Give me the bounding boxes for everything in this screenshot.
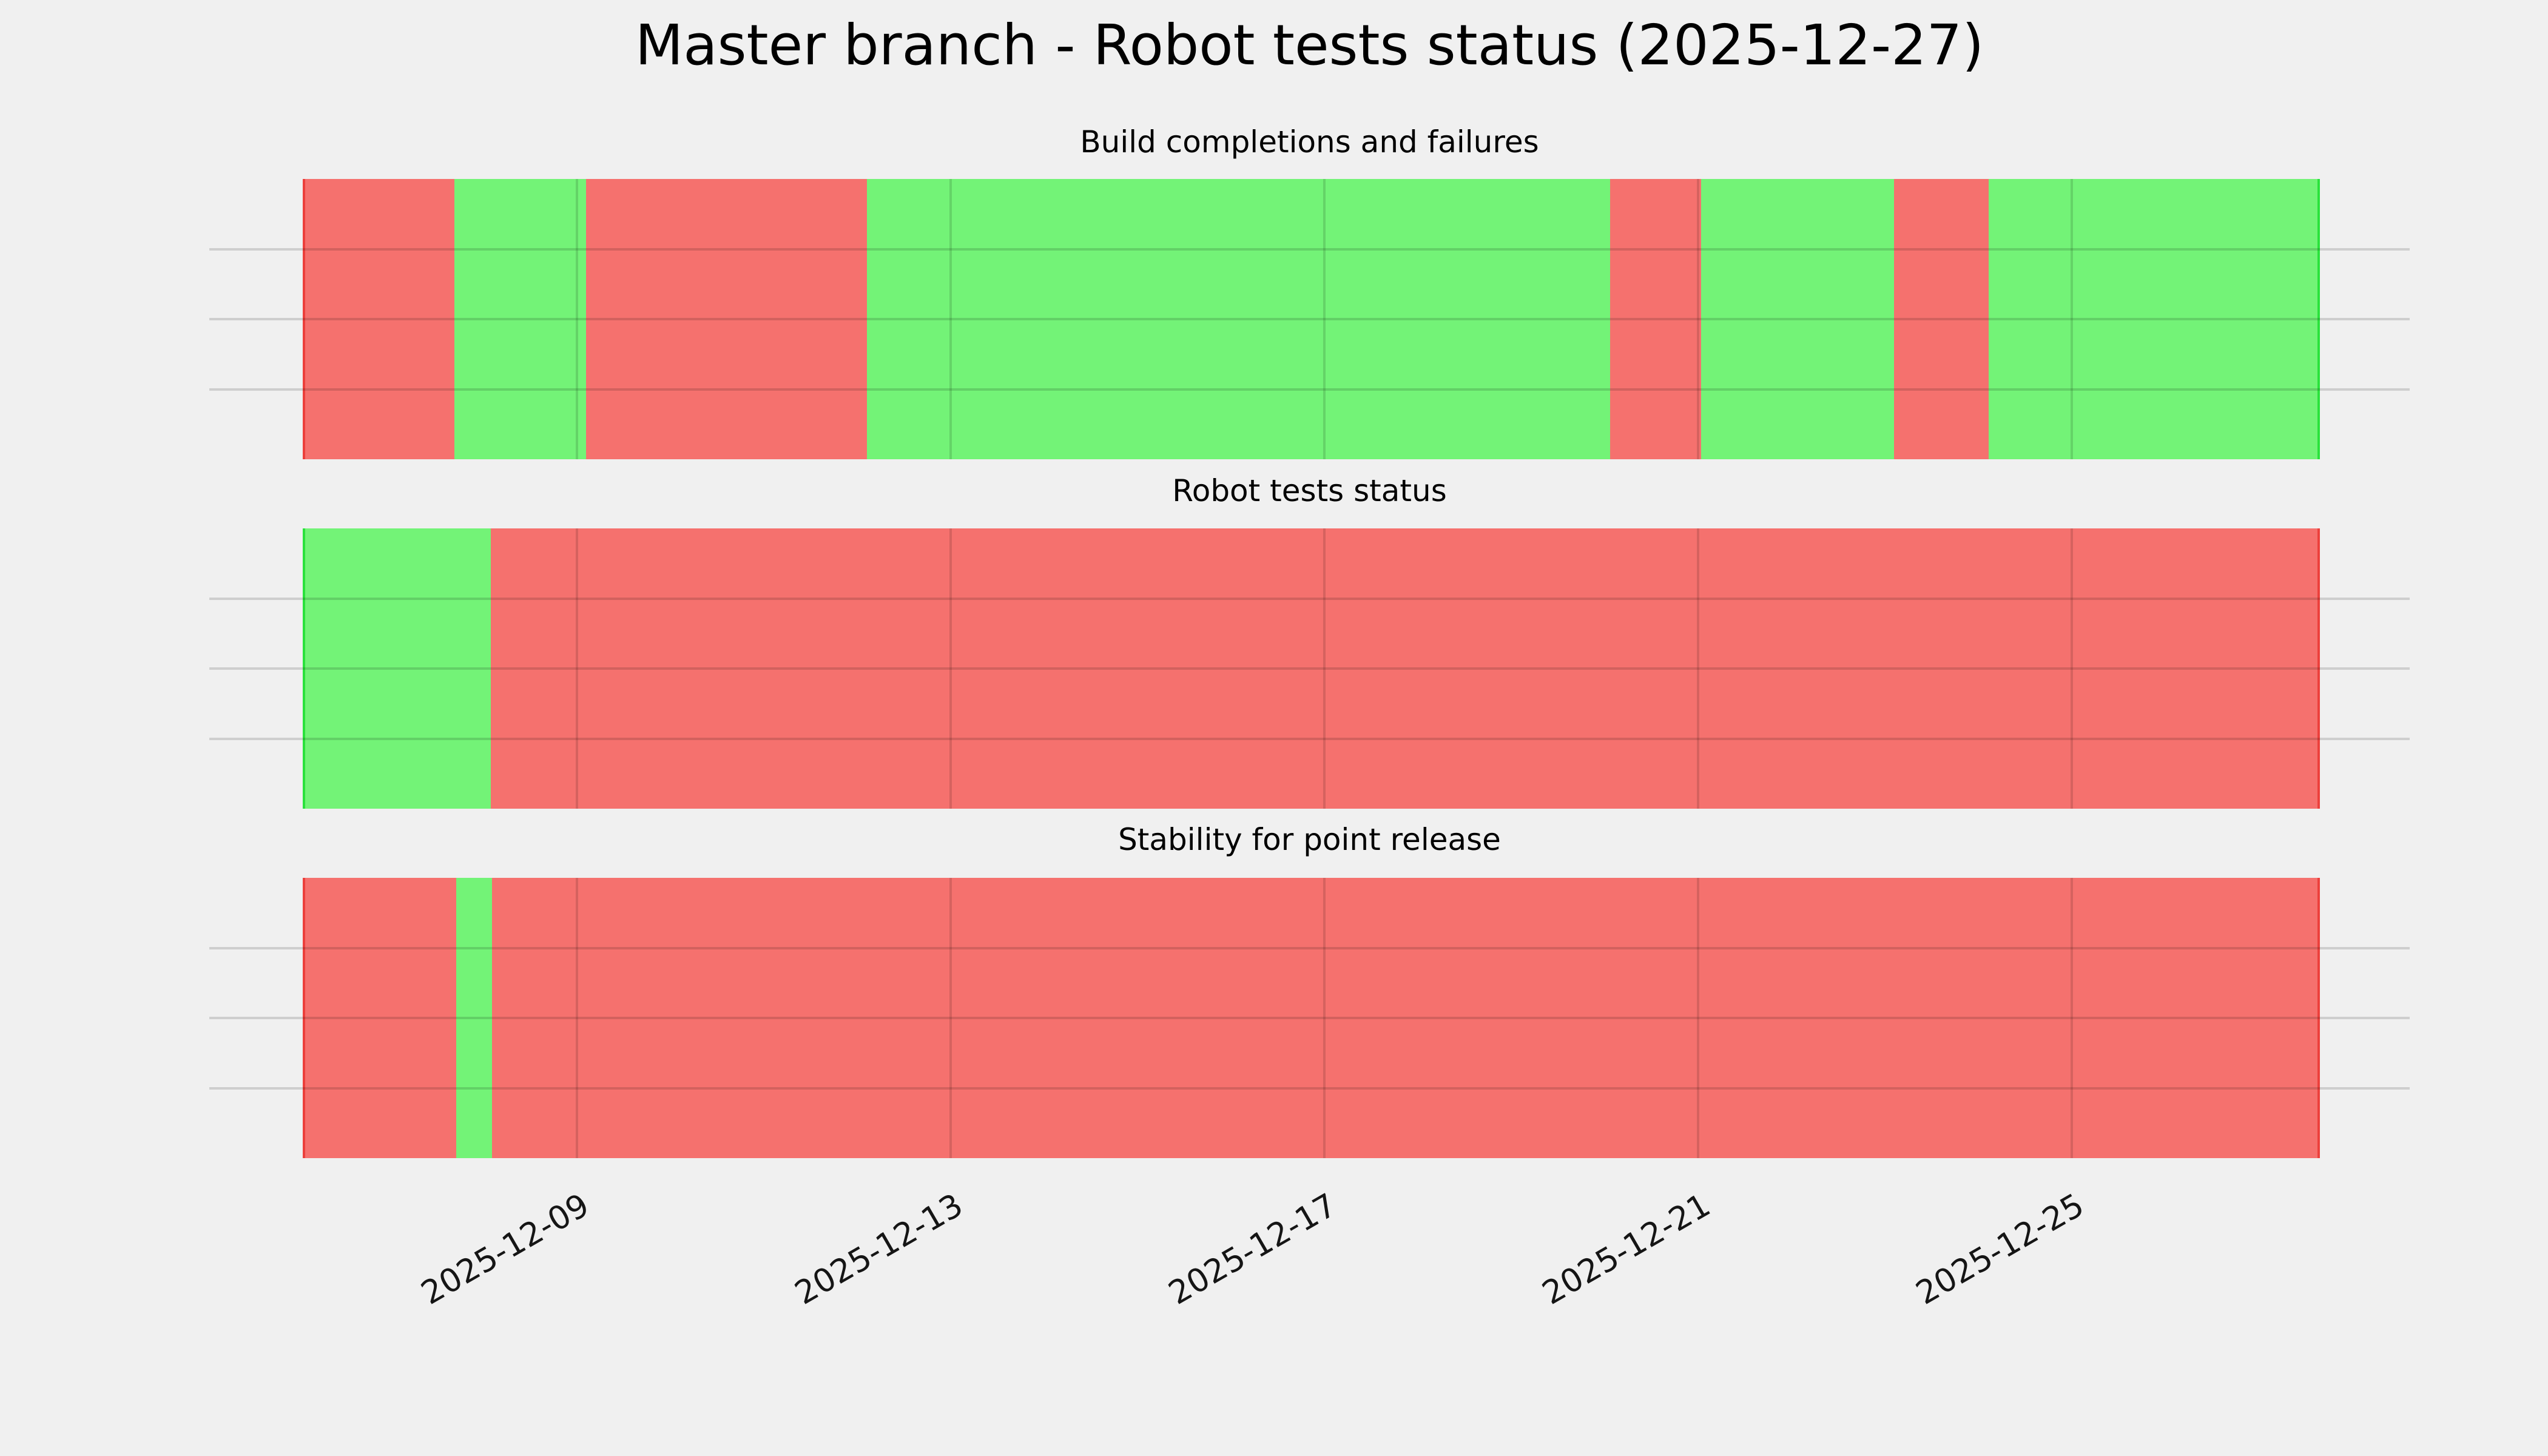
status-segment-success — [454, 179, 586, 459]
status-segment-success — [1989, 179, 2319, 459]
horizontal-gridline — [209, 946, 2410, 949]
vertical-gridline — [1323, 179, 1326, 459]
horizontal-gridline — [209, 1017, 2410, 1019]
vertical-gridline — [2070, 528, 2073, 809]
vertical-gridline — [1323, 528, 1326, 809]
status-segment-failure — [303, 179, 454, 459]
left-edge-line — [303, 528, 306, 809]
figure-title: Master branch - Robot tests status (2025… — [635, 13, 1984, 78]
vertical-gridline — [1696, 528, 1699, 809]
subplot-title: Build completions and failures — [1080, 124, 1539, 160]
horizontal-gridline — [209, 318, 2410, 320]
left-edge-line — [303, 179, 306, 459]
x-tick-label: 2025-12-17 — [1162, 1187, 1343, 1312]
vertical-gridline — [1323, 878, 1326, 1158]
vertical-gridline — [575, 878, 578, 1158]
status-bar-block — [303, 528, 2320, 809]
vertical-gridline — [949, 179, 952, 459]
vertical-gridline — [949, 878, 952, 1158]
subplot-title: Stability for point release — [1118, 822, 1501, 857]
subplot-title: Robot tests status — [1172, 473, 1447, 508]
vertical-gridline — [575, 528, 578, 809]
subplot-axes — [209, 179, 2410, 459]
status-bar-block — [303, 878, 2320, 1158]
status-segment-success — [303, 528, 491, 809]
vertical-gridline — [575, 179, 578, 459]
status-segment-failure — [492, 878, 2320, 1158]
subplot-axes — [209, 528, 2410, 809]
status-segment-failure — [1609, 179, 1701, 459]
vertical-gridline — [2070, 179, 2073, 459]
status-segment-failure — [1893, 179, 1989, 459]
status-segment-failure — [585, 179, 867, 459]
vertical-gridline — [949, 528, 952, 809]
right-edge-line — [2317, 878, 2320, 1158]
status-bar-block — [303, 179, 2320, 459]
vertical-gridline — [1696, 179, 1699, 459]
left-edge-line — [303, 878, 306, 1158]
x-tick-label: 2025-12-25 — [1910, 1187, 2091, 1312]
subplot-axes — [209, 878, 2410, 1158]
horizontal-gridline — [209, 1087, 2410, 1090]
x-tick-label: 2025-12-13 — [789, 1187, 969, 1312]
status-segment-success — [866, 179, 1610, 459]
status-segment-failure — [491, 528, 2320, 809]
right-edge-line — [2317, 179, 2320, 459]
horizontal-gridline — [209, 388, 2410, 391]
horizontal-gridline — [209, 597, 2410, 600]
vertical-gridline — [2070, 878, 2073, 1158]
horizontal-gridline — [209, 737, 2410, 740]
x-tick-label: 2025-12-09 — [415, 1187, 596, 1312]
horizontal-gridline — [209, 667, 2410, 670]
horizontal-gridline — [209, 248, 2410, 251]
right-edge-line — [2317, 528, 2320, 809]
status-segment-failure — [303, 878, 456, 1158]
status-segment-success — [456, 878, 493, 1158]
status-segment-success — [1700, 179, 1894, 459]
x-tick-label: 2025-12-21 — [1536, 1187, 1717, 1312]
vertical-gridline — [1696, 878, 1699, 1158]
